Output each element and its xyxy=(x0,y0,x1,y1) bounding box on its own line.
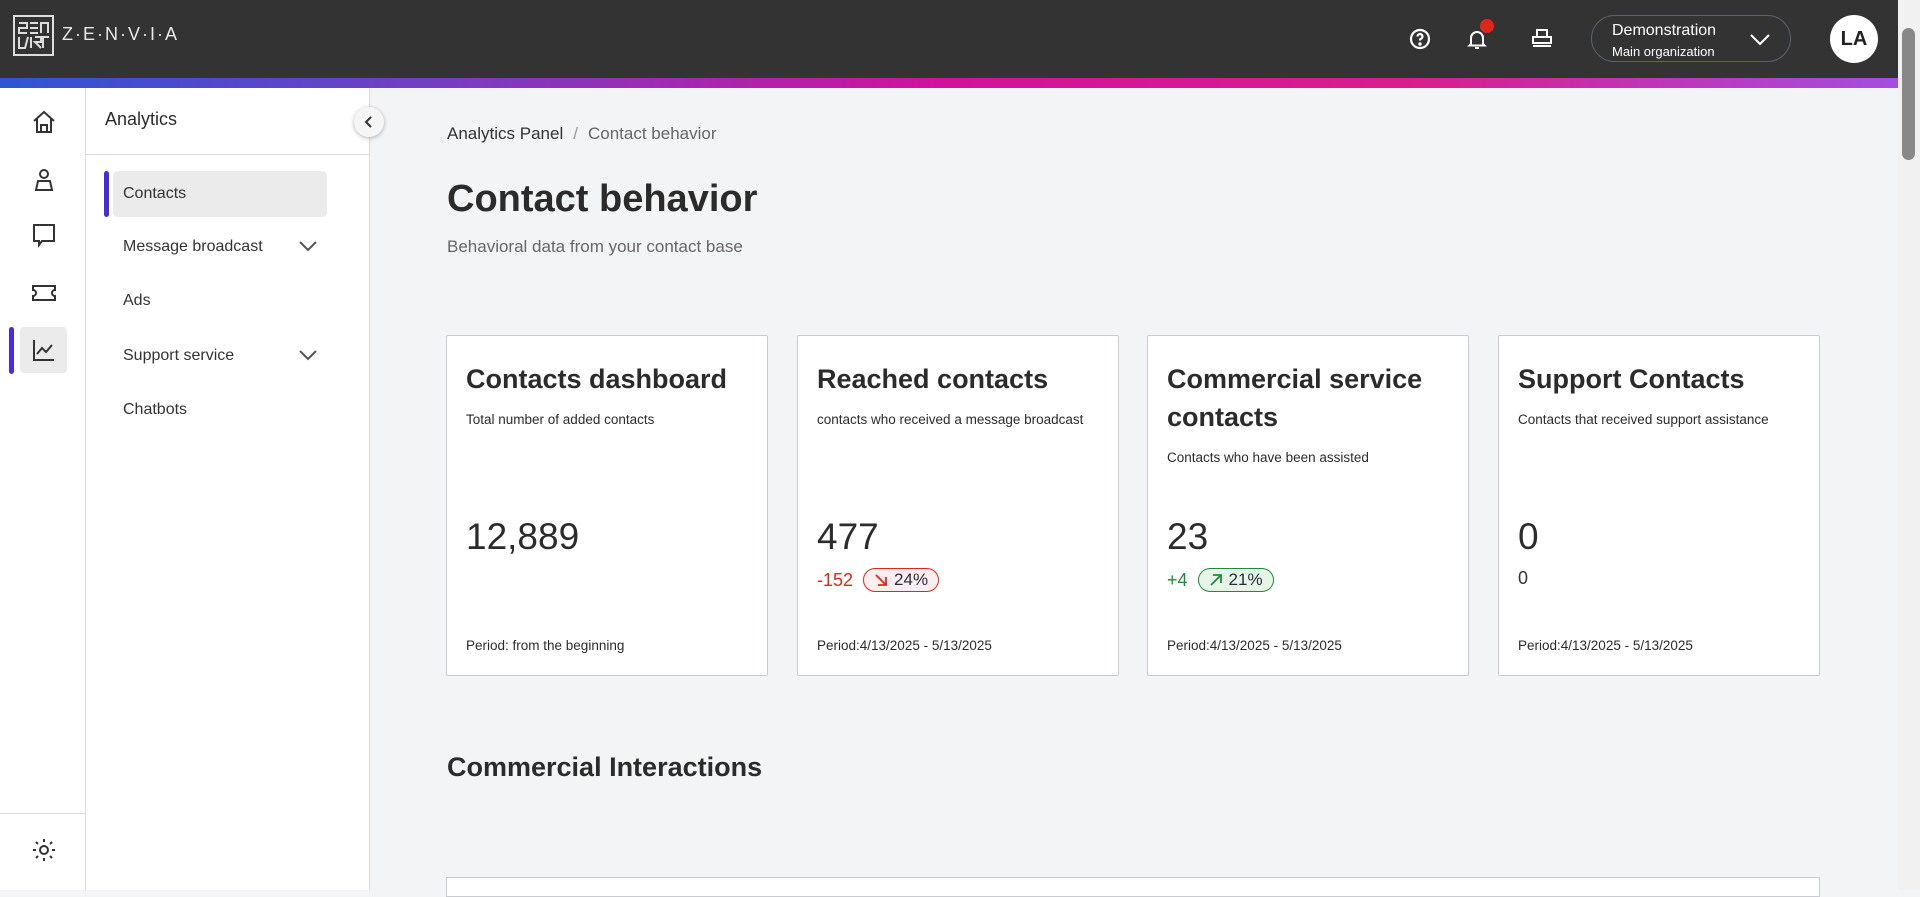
chevron-down-icon xyxy=(1748,28,1772,55)
avatar[interactable]: LA xyxy=(1830,15,1878,63)
card-period: Period:4/13/2025 - 5/13/2025 xyxy=(817,638,992,653)
card-desc: Contacts that received support assistanc… xyxy=(1518,412,1769,427)
rail-divider xyxy=(0,813,86,814)
card-desc: Total number of added contacts xyxy=(466,412,655,427)
chevron-down-icon xyxy=(297,236,319,261)
icon-rail xyxy=(0,88,86,890)
user-icon[interactable] xyxy=(20,157,67,203)
sidebar-item-label: Contacts xyxy=(123,185,187,202)
sidebar-item-support-service[interactable]: Support service xyxy=(113,333,327,379)
arrow-down-right-icon xyxy=(875,574,887,586)
sidebar-item-label: Chatbots xyxy=(123,401,188,418)
card-title: Support Contacts xyxy=(1518,364,1745,394)
active-indicator xyxy=(9,327,14,374)
notification-badge xyxy=(1480,19,1494,33)
org-name: Demonstration xyxy=(1612,22,1717,39)
trend-badge: 24% xyxy=(863,568,940,592)
card-title: Reached contacts xyxy=(817,364,1049,394)
top-bar xyxy=(0,0,1898,78)
card-desc: Contacts who have been assisted xyxy=(1167,450,1369,465)
logo-text: Z·E·N·V·I·A xyxy=(62,24,179,44)
card-support-contacts: Support Contacts Contacts that received … xyxy=(1498,335,1820,676)
chat-icon[interactable] xyxy=(20,212,67,258)
card-desc: contacts who received a message broadcas… xyxy=(817,412,1084,427)
card-commercial-service-contacts: Commercial service contacts Contacts who… xyxy=(1147,335,1469,676)
help-icon[interactable] xyxy=(1405,24,1435,54)
bell-icon[interactable] xyxy=(1462,24,1492,54)
trend-badge: 21% xyxy=(1197,568,1274,592)
sidebar-item-contacts[interactable]: Contacts xyxy=(113,171,327,217)
card-value: 12,889 xyxy=(466,516,580,557)
card-title: Contacts dashboard xyxy=(466,364,728,394)
divider xyxy=(86,154,370,155)
collapse-sidebar-button[interactable] xyxy=(354,107,384,137)
card-value: 0 xyxy=(1518,516,1539,557)
card-delta: -152 xyxy=(817,569,854,590)
card-title: Commercial service contacts xyxy=(1167,364,1423,432)
card-reached-contacts: Reached contacts contacts who received a… xyxy=(797,335,1119,676)
card-period: Period:4/13/2025 - 5/13/2025 xyxy=(1518,638,1693,653)
analytics-sidebar: Analytics Contacts Message broadcast Ads… xyxy=(86,88,370,890)
breadcrumb-current: Contact behavior xyxy=(587,124,717,143)
scrollbar-thumb[interactable] xyxy=(1902,28,1915,160)
sidebar-item-chatbots[interactable]: Chatbots xyxy=(113,387,327,433)
card-period: Period:4/13/2025 - 5/13/2025 xyxy=(1167,638,1342,653)
ticket-icon[interactable] xyxy=(20,270,67,316)
card-value: 23 xyxy=(1167,516,1209,557)
page-subtitle: Behavioral data from your contact base xyxy=(447,237,743,256)
home-icon[interactable] xyxy=(20,99,67,145)
card-contacts-dashboard: Contacts dashboard Total number of added… xyxy=(446,335,768,676)
breadcrumb-separator: / xyxy=(573,124,578,143)
sidebar-item-message-broadcast[interactable]: Message broadcast xyxy=(113,224,327,270)
scrollbar[interactable] xyxy=(1898,0,1920,890)
sidebar-item-label: Message broadcast xyxy=(123,238,263,255)
arrow-up-right-icon xyxy=(1209,574,1222,586)
zenvia-logo-icon[interactable] xyxy=(13,15,54,56)
card-delta: +4 xyxy=(1167,569,1188,590)
sidebar-item-label: Support service xyxy=(123,347,235,364)
sidebar-title: Analytics xyxy=(105,109,178,129)
organization-selector[interactable]: Demonstration Main organization xyxy=(1591,15,1791,62)
section-title: Commercial Interactions xyxy=(447,752,763,782)
breadcrumb-parent[interactable]: Analytics Panel xyxy=(447,124,564,143)
chart-icon[interactable] xyxy=(20,327,67,373)
breadcrumb: Analytics Panel / Contact behavior xyxy=(447,124,717,144)
settings-icon[interactable] xyxy=(20,827,67,873)
sidebar-item-ads[interactable]: Ads xyxy=(113,278,327,324)
trend-percent: 24% xyxy=(894,570,929,589)
trend-percent: 21% xyxy=(1228,570,1263,589)
card-value: 477 xyxy=(817,516,879,557)
sidebar-item-label: Ads xyxy=(123,292,151,309)
page-title: Contact behavior xyxy=(447,178,758,220)
active-indicator xyxy=(104,171,109,217)
card-delta: 0 xyxy=(1518,568,1529,588)
gradient-bar xyxy=(0,78,1898,88)
printer-icon[interactable] xyxy=(1527,24,1557,54)
commercial-interactions-panel xyxy=(446,877,1820,897)
chevron-down-icon xyxy=(297,345,319,370)
card-period: Period: from the beginning xyxy=(466,638,625,653)
org-sub: Main organization xyxy=(1612,44,1715,59)
